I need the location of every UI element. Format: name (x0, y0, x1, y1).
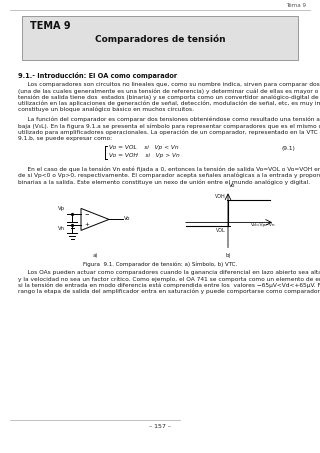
Text: En el caso de que la tensión Vn esté fijada a 0, entonces la tensión de salida V: En el caso de que la tensión Vn esté fij… (18, 167, 320, 172)
Text: Vd=Vp−Vn: Vd=Vp−Vn (252, 223, 276, 227)
Text: Figura  9.1. Comparador de tensión: a) Símbolo, b) VTC.: Figura 9.1. Comparador de tensión: a) Sí… (83, 261, 237, 267)
Text: 9.1.- Introducción: El OA como comparador: 9.1.- Introducción: El OA como comparado… (18, 72, 177, 79)
Text: baja (V₀L). En la figura 9.1.a se presenta el símbolo para representar comparado: baja (V₀L). En la figura 9.1.a se presen… (18, 123, 320, 129)
Text: Vn: Vn (58, 226, 65, 231)
Text: rango la etapa de salida del amplificador entra en saturación y puede comportars: rango la etapa de salida del amplificado… (18, 289, 320, 294)
Text: tensión de salida tiene dos  estados (binaria) y se comporta como un convertidor: tensión de salida tiene dos estados (bin… (18, 94, 320, 100)
Text: Vo: Vo (124, 216, 130, 221)
Text: – 157 –: – 157 – (149, 424, 171, 429)
Text: utilización en las aplicaciones de generación de señal, detección, modulación de: utilización en las aplicaciones de gener… (18, 101, 320, 106)
Text: si la tensión de entrada en modo diferencia está comprendida entre los  valores : si la tensión de entrada en modo diferen… (18, 283, 320, 288)
Text: TEMA 9: TEMA 9 (30, 21, 71, 31)
Text: a): a) (92, 253, 98, 258)
Text: y la velocidad no sea un factor crítico. Como ejemplo, el OA 741 se comporta com: y la velocidad no sea un factor crítico.… (18, 277, 320, 282)
Text: de si Vp<0 o Vp>0, respectivamente. El comparador acepta señales analógicas a la: de si Vp<0 o Vp>0, respectivamente. El c… (18, 173, 320, 178)
Text: Comparadores de tensión: Comparadores de tensión (95, 35, 225, 44)
Text: Vo: Vo (229, 183, 236, 188)
Text: binarias a la salida. Este elemento constituye un nexo de unión entre el mundo a: binarias a la salida. Este elemento cons… (18, 179, 310, 185)
Text: La función del comparador es comparar dos tensiones obteniéndose como resultado : La función del comparador es comparar do… (18, 117, 320, 122)
Text: Tema 9: Tema 9 (286, 3, 306, 8)
Text: 9.1.b, se puede expresar como:: 9.1.b, se puede expresar como: (18, 135, 112, 140)
Text: +: + (84, 222, 89, 227)
Text: (una de las cuales generalmente es una tensión de referencia) y determinar cuál : (una de las cuales generalmente es una t… (18, 88, 320, 94)
Text: Los comparadores son circuitos no lineales que, como su nombre indica, sirven pa: Los comparadores son circuitos no lineal… (18, 82, 320, 87)
Text: Los OAs pueden actuar como comparadores cuando la ganancia diferencial en lazo a: Los OAs pueden actuar como comparadores … (18, 270, 320, 275)
Text: Vp: Vp (58, 206, 65, 211)
Text: Vo = VOH    si   Vp > Vn: Vo = VOH si Vp > Vn (109, 153, 180, 158)
Text: VOH: VOH (215, 194, 226, 199)
Text: −: − (84, 212, 89, 217)
Text: b): b) (225, 253, 231, 258)
Text: Vo = VOL    si   Vp < Vn: Vo = VOL si Vp < Vn (109, 145, 179, 150)
Text: constituye un bloque analógico básico en muchos circuitos.: constituye un bloque analógico básico en… (18, 107, 194, 112)
Text: VOL: VOL (216, 228, 226, 233)
Bar (22, 16, 298, 60)
Text: (9.1): (9.1) (281, 146, 295, 151)
Text: utilizado para amplificadores operacionales. La operación de un comparador, repr: utilizado para amplificadores operaciona… (18, 130, 320, 135)
